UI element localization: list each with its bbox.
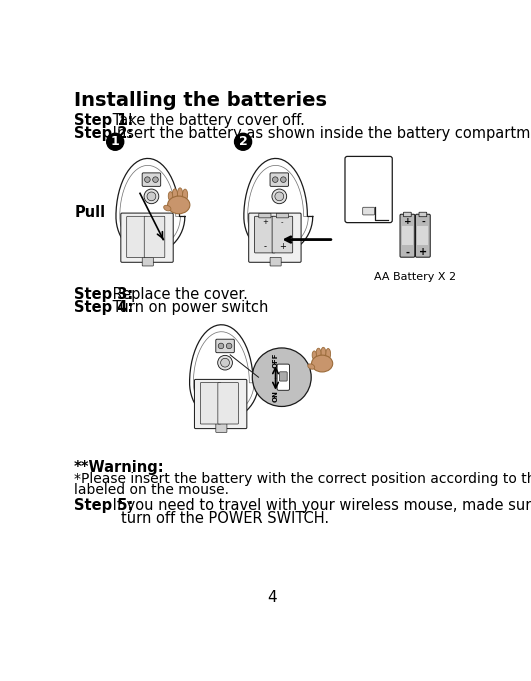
FancyBboxPatch shape — [400, 215, 415, 257]
FancyBboxPatch shape — [404, 212, 411, 217]
FancyBboxPatch shape — [127, 217, 147, 257]
Ellipse shape — [312, 355, 333, 372]
Text: Step 1:: Step 1: — [74, 112, 133, 127]
Circle shape — [275, 192, 284, 201]
Ellipse shape — [164, 205, 171, 211]
Ellipse shape — [316, 348, 321, 358]
Circle shape — [218, 355, 233, 370]
FancyBboxPatch shape — [277, 364, 289, 390]
Circle shape — [252, 348, 311, 407]
Text: +: + — [404, 217, 411, 226]
Ellipse shape — [177, 188, 183, 200]
Circle shape — [144, 189, 159, 204]
FancyBboxPatch shape — [276, 213, 288, 218]
Text: Step 4:: Step 4: — [74, 300, 133, 315]
FancyBboxPatch shape — [419, 212, 427, 217]
Circle shape — [272, 177, 278, 183]
FancyBboxPatch shape — [142, 257, 153, 266]
FancyBboxPatch shape — [194, 379, 247, 428]
Ellipse shape — [183, 189, 187, 200]
FancyBboxPatch shape — [363, 207, 374, 215]
FancyBboxPatch shape — [200, 383, 221, 424]
Circle shape — [235, 133, 252, 151]
FancyBboxPatch shape — [270, 257, 281, 266]
Circle shape — [153, 177, 158, 183]
Polygon shape — [190, 325, 259, 421]
FancyBboxPatch shape — [121, 213, 173, 262]
Text: +: + — [279, 242, 286, 251]
Circle shape — [221, 358, 229, 367]
Circle shape — [280, 177, 286, 183]
Text: -: - — [263, 242, 267, 251]
Text: OFF: OFF — [272, 353, 279, 368]
Ellipse shape — [326, 349, 331, 360]
Text: Installing the batteries: Installing the batteries — [74, 91, 327, 110]
Circle shape — [107, 133, 124, 151]
Text: Take the battery cover off.: Take the battery cover off. — [108, 112, 305, 127]
Text: ON: ON — [272, 390, 279, 402]
Text: labeled on the mouse.: labeled on the mouse. — [74, 483, 229, 497]
FancyBboxPatch shape — [417, 227, 429, 245]
Text: Pull: Pull — [74, 205, 105, 220]
FancyBboxPatch shape — [259, 213, 271, 218]
Polygon shape — [375, 207, 388, 221]
Ellipse shape — [312, 351, 316, 360]
FancyBboxPatch shape — [279, 372, 287, 381]
Circle shape — [272, 189, 287, 204]
FancyBboxPatch shape — [144, 217, 165, 257]
FancyBboxPatch shape — [216, 424, 227, 432]
Ellipse shape — [168, 196, 190, 214]
Text: 2: 2 — [239, 136, 247, 148]
Text: **Warning:: **Warning: — [74, 460, 165, 475]
Text: *Please insert the battery with the correct position according to the instructio: *Please insert the battery with the corr… — [74, 472, 531, 486]
FancyBboxPatch shape — [216, 339, 234, 353]
Text: Replace the cover.: Replace the cover. — [108, 287, 248, 302]
Polygon shape — [244, 159, 313, 255]
Text: -: - — [281, 219, 284, 225]
Text: Step 5:: Step 5: — [74, 498, 133, 513]
FancyBboxPatch shape — [249, 213, 301, 262]
FancyBboxPatch shape — [345, 157, 392, 223]
FancyBboxPatch shape — [254, 217, 275, 253]
Polygon shape — [116, 159, 185, 255]
Text: +: + — [419, 247, 427, 257]
Text: AA Battery X 2: AA Battery X 2 — [374, 272, 456, 282]
Text: turn off the POWER SWITCH.: turn off the POWER SWITCH. — [121, 511, 329, 526]
Ellipse shape — [173, 189, 177, 200]
Text: -: - — [421, 217, 425, 226]
Circle shape — [226, 343, 232, 349]
Circle shape — [147, 192, 156, 201]
FancyBboxPatch shape — [272, 217, 293, 253]
FancyBboxPatch shape — [270, 173, 288, 187]
Text: +: + — [262, 219, 268, 225]
Ellipse shape — [168, 191, 173, 200]
Ellipse shape — [308, 364, 315, 369]
Text: Step 3:: Step 3: — [74, 287, 133, 302]
FancyBboxPatch shape — [416, 215, 430, 257]
Text: 4: 4 — [267, 590, 277, 605]
FancyBboxPatch shape — [218, 383, 238, 424]
Circle shape — [218, 343, 224, 349]
FancyBboxPatch shape — [142, 173, 161, 187]
Text: Turn on power switch: Turn on power switch — [108, 300, 269, 315]
Text: If you need to travel with your wireless mouse, made sure you: If you need to travel with your wireless… — [108, 498, 531, 513]
Text: Step 2:: Step 2: — [74, 127, 133, 142]
Text: 1: 1 — [111, 136, 119, 148]
Text: Insert the battery as shown inside the battery compartment.: Insert the battery as shown inside the b… — [108, 127, 531, 142]
Circle shape — [144, 177, 150, 183]
Text: -: - — [405, 247, 409, 257]
FancyBboxPatch shape — [402, 227, 413, 245]
Ellipse shape — [321, 347, 326, 358]
